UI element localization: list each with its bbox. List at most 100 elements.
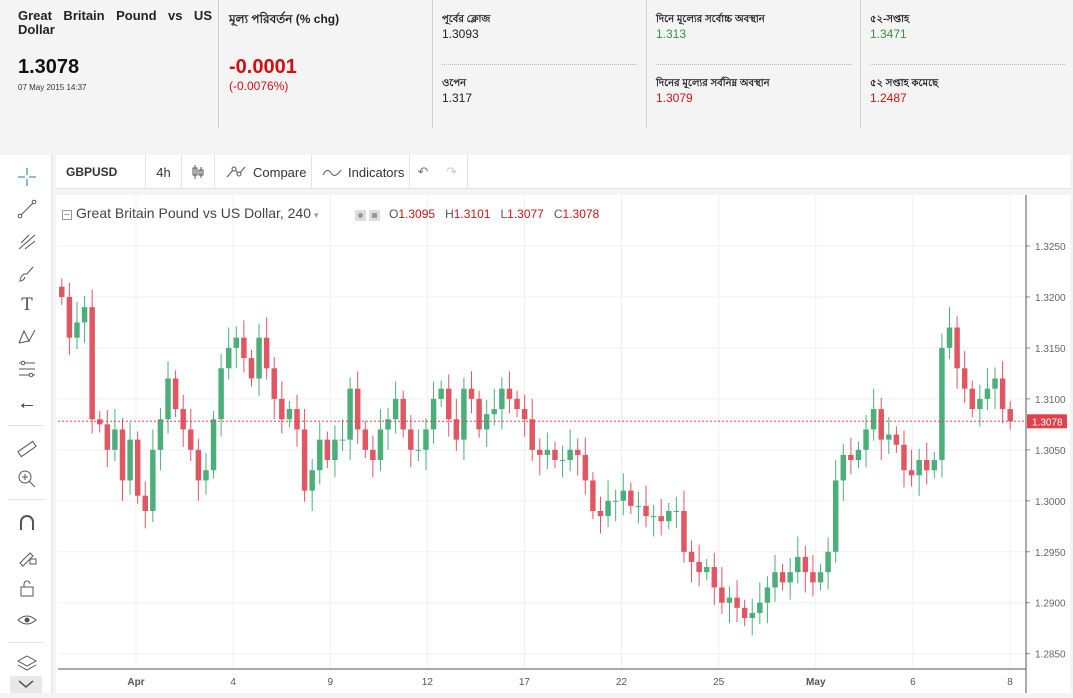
chart-area[interactable]: 1.2850 1.2900 1.2950 1.3000 1.3050 1.3100 1.31… (56, 195, 1070, 693)
legend-title: Great Britain Pound vs US Dollar, 240 (76, 205, 312, 221)
candle-body (89, 307, 95, 420)
legend-settings[interactable] (355, 208, 381, 221)
x-tick-label: 9 (327, 677, 333, 688)
week52-low-value: 1.2487 (870, 91, 907, 105)
candle-body (772, 572, 778, 588)
candle-body (66, 296, 73, 338)
open-value: 1.317 (442, 91, 473, 105)
compare-button[interactable]: Compare (215, 155, 312, 189)
candle-body (855, 449, 862, 461)
redo-icon: ↷ (446, 164, 457, 179)
ohlc-values: O1.3095 H1.3101 L1.3077 C1.3078 (389, 207, 599, 221)
symbol-label: GBPUSD (66, 165, 118, 179)
low-label: L (500, 207, 508, 221)
chart-legend: − Great Britain Pound vs US Dollar, 240 ▾ (62, 205, 319, 221)
candle-body (628, 490, 634, 506)
x-tick-label: 25 (713, 677, 725, 688)
chart-style-button[interactable] (182, 155, 215, 189)
y-tick-label: 1.3150 (1035, 344, 1066, 355)
text-icon[interactable]: T (21, 295, 33, 315)
candle-body (969, 388, 976, 410)
candle-body (711, 567, 718, 588)
layers-icon[interactable] (14, 652, 40, 676)
candle-body (438, 388, 444, 399)
y-tick-label: 1.2900 (1035, 599, 1066, 610)
divider (8, 642, 44, 643)
fib-icon[interactable] (14, 357, 40, 381)
candle-body (552, 449, 558, 461)
candle-body (635, 505, 642, 507)
candle-body (544, 449, 551, 455)
close-label: C (553, 207, 563, 221)
low-value: 1.3077 (507, 207, 544, 221)
candle-body (271, 368, 277, 399)
candle-body (521, 409, 528, 420)
candle-body (324, 439, 331, 461)
x-tick-label: 22 (616, 677, 628, 688)
day-low-label: দিনের মূল্যের সর্বনিম্ন অবস্থান (656, 78, 770, 89)
pattern-icon[interactable] (14, 325, 40, 349)
unlock-icon[interactable] (14, 576, 40, 600)
candle-body (726, 597, 733, 603)
pitchfork-icon[interactable] (14, 229, 40, 253)
candle-body (203, 470, 209, 481)
trend-line-icon[interactable] (14, 197, 40, 221)
indicators-label: Indicators (348, 164, 405, 180)
last-price-label: 1.3078 (1032, 417, 1063, 428)
candle-body (908, 470, 915, 476)
y-tick-label: 1.2950 (1035, 548, 1066, 559)
candle-body (96, 419, 103, 425)
candle-body (483, 414, 490, 430)
week52-cell: ৫২-সপ্তাহ 1.3471 ৫২ সপ্তাহ কমেছে 1.2487 (861, 0, 1073, 128)
high-label: H (445, 207, 454, 221)
symbol-search[interactable]: GBPUSD (56, 155, 146, 189)
ruler-icon[interactable] (14, 437, 40, 461)
candle-body (134, 439, 141, 496)
divider (870, 64, 1065, 65)
close-value: 1.3078 (562, 207, 600, 221)
timestamp: 07 May 2015 14:37 (18, 83, 87, 92)
divider (442, 64, 637, 65)
interval-button[interactable]: 4h (146, 155, 182, 189)
candle-body (924, 460, 930, 471)
y-tick-label: 1.3200 (1035, 293, 1066, 304)
candle-body (430, 398, 437, 430)
candle-body (999, 378, 1006, 410)
day-range-cell: দিনে মূল্যের সর্বোচ্চ অবস্থান 1.313 দিনে… (647, 0, 861, 128)
x-tick-label: 8 (1007, 677, 1013, 688)
lock-drawing-icon[interactable] (14, 544, 40, 568)
indicators-button[interactable]: Indicators (312, 155, 410, 189)
collapse-icon[interactable]: − (62, 209, 72, 221)
candle-body (491, 409, 498, 415)
back-arrow-icon[interactable]: ← (17, 391, 37, 414)
candle-body (453, 419, 460, 440)
caret-down-icon[interactable]: ▾ (314, 210, 319, 220)
undo-button[interactable]: ↶ (410, 155, 436, 189)
candle-body (916, 460, 922, 476)
candle-body (559, 460, 566, 462)
quote-header: Great Britain Pound vs US Dollar 1.3078 … (0, 0, 1073, 130)
redo-button[interactable]: ↷ (436, 155, 468, 189)
x-tick-label: 6 (910, 677, 916, 688)
candle-body (499, 388, 505, 410)
candle-body (377, 429, 384, 461)
undo-icon: ↶ (417, 164, 429, 179)
brush-icon[interactable] (14, 261, 40, 285)
candle-body (650, 516, 657, 518)
zoom-icon[interactable] (14, 467, 40, 491)
candle-body (354, 388, 361, 430)
candle-body (886, 434, 892, 440)
candle-body (74, 322, 80, 338)
eye-icon[interactable] (14, 608, 40, 632)
magnet-icon[interactable] (14, 511, 40, 535)
candle-body (210, 419, 217, 471)
drawing-toolbar: T ← (0, 155, 52, 693)
price-chart[interactable]: 1.2850 1.2900 1.2950 1.3000 1.3050 1.3100 1.31… (56, 195, 1070, 693)
chevron-down-icon[interactable] (10, 676, 42, 693)
change-percent: (-0.0076%) (229, 79, 289, 93)
chart-toolbar: GBPUSD 4h Compare Indicators ↶ ↷ (56, 155, 1070, 189)
crosshair-icon[interactable] (14, 165, 40, 189)
candle-body (461, 388, 467, 440)
candle-body (537, 449, 543, 455)
candle-body (605, 500, 611, 517)
